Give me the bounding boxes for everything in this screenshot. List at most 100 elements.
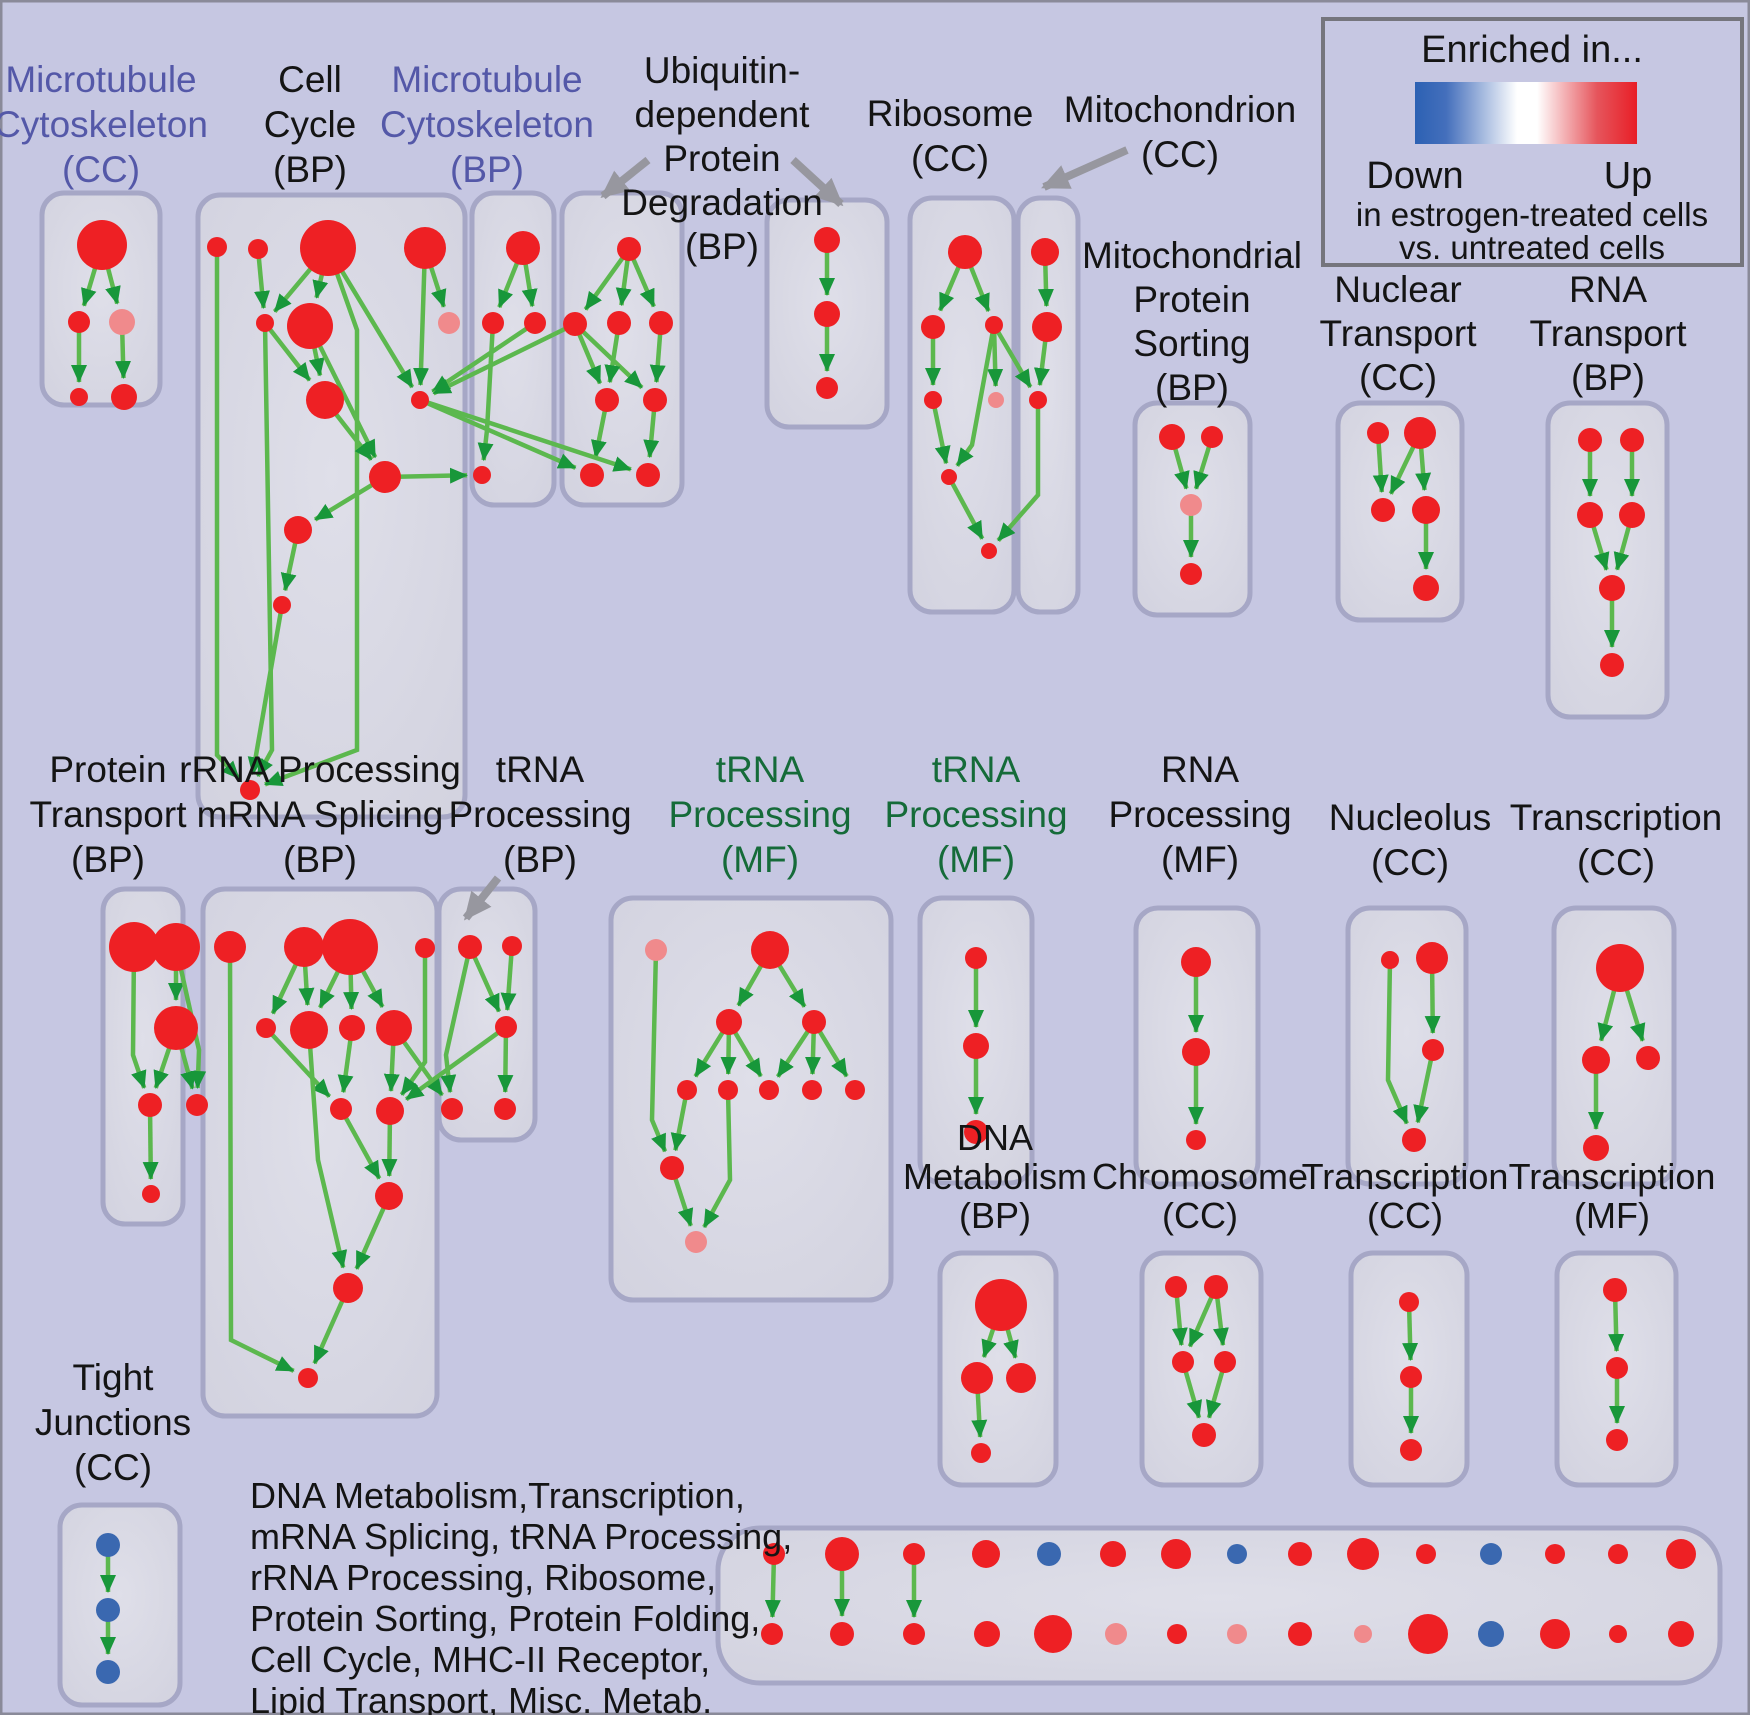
cluster-label: Transcription (CC)	[1510, 797, 1722, 883]
go-term-node-up	[111, 384, 137, 410]
go-term-node-up	[761, 1623, 783, 1645]
cluster-label: Nucleolus (CC)	[1329, 797, 1491, 883]
go-term-node-up	[1182, 1038, 1210, 1066]
go-term-node-up	[322, 919, 378, 975]
cluster-label: tRNA Processing (BP)	[448, 749, 631, 880]
edge	[930, 399, 951, 465]
go-term-node-up	[825, 1537, 859, 1571]
go-term-node-up	[1636, 1046, 1660, 1070]
go-term-node-up	[68, 311, 90, 333]
edge	[955, 324, 997, 467]
edge	[247, 604, 285, 776]
go-term-node-up	[1288, 1622, 1312, 1646]
grouped-terms-text-block: DNA Metabolism,Transcription, mRNA Splici…	[250, 1475, 792, 1715]
go-term-node-up	[981, 543, 997, 559]
go-term-node-up	[985, 316, 1003, 334]
go-term-node-up	[802, 1010, 826, 1034]
cluster-label: rRNA Processing mRNA Splicing (BP)	[179, 749, 461, 880]
cluster-label: Transcription (CC)	[1302, 1156, 1509, 1236]
go-term-node-up	[1606, 1429, 1628, 1451]
go-term-node-weak-up	[109, 309, 135, 335]
go-term-node-up	[415, 938, 435, 958]
go-term-node-up	[903, 1623, 925, 1645]
go-term-node-up	[1399, 1292, 1419, 1312]
go-term-node-up	[1577, 502, 1603, 528]
go-term-node-up	[1167, 1624, 1187, 1644]
go-term-node-down	[96, 1533, 120, 1557]
go-term-node-up	[975, 1279, 1027, 1331]
edge	[702, 1089, 733, 1229]
cluster-box-nuc-transport	[1335, 400, 1465, 623]
go-term-node-up	[1582, 1046, 1610, 1074]
legend-down-label: Down	[1366, 155, 1463, 197]
go-term-node-down	[1478, 1621, 1504, 1647]
edge	[992, 323, 1033, 389]
go-term-node-up	[1371, 498, 1395, 522]
go-term-node-up	[1620, 428, 1644, 452]
cluster-label: DNA Metabolism (BP)	[903, 1117, 1087, 1236]
go-term-node-up	[963, 1033, 989, 1059]
go-term-node-up	[1180, 563, 1202, 585]
edge	[996, 400, 1041, 542]
go-term-node-up	[607, 311, 631, 335]
go-term-node-up	[1603, 1278, 1627, 1302]
go-term-node-up	[1416, 1544, 1436, 1564]
go-term-node-up	[830, 1622, 854, 1646]
go-term-node-down	[96, 1660, 120, 1684]
cluster-label: Nuclear Transport (CC)	[1320, 269, 1478, 398]
go-term-node-up	[154, 1006, 198, 1050]
go-term-node-weak-up	[1180, 494, 1202, 516]
go-term-node-up	[1172, 1351, 1194, 1373]
go-term-node-up	[473, 466, 491, 484]
edge	[1413, 1049, 1436, 1124]
label-pointer-arrow	[1041, 146, 1129, 191]
go-term-node-up	[376, 1010, 412, 1046]
cluster-label: Cell Cycle (BP)	[264, 59, 357, 190]
cluster-box-mixed	[715, 1525, 1723, 1686]
go-term-node-up	[924, 391, 942, 409]
legend-up-label: Up	[1604, 155, 1653, 197]
go-term-node-up	[814, 301, 840, 327]
go-term-node-up	[1668, 1621, 1694, 1647]
cluster-label: Tight Junctions (CC)	[35, 1357, 191, 1488]
go-term-node-up	[718, 1080, 738, 1100]
go-term-node-up	[1583, 1135, 1609, 1161]
go-term-node-weak-up	[1105, 1623, 1127, 1645]
go-term-node-up	[971, 1443, 991, 1463]
go-term-node-up	[256, 1018, 276, 1038]
go-term-node-up	[207, 237, 227, 257]
go-term-node-up	[339, 1015, 365, 1041]
edge	[130, 946, 147, 1089]
cluster-box-transcription-cc-2	[1551, 905, 1677, 1187]
go-term-node-down	[96, 1598, 120, 1622]
go-term-node-up	[1412, 496, 1440, 524]
cluster-label: Ribosome (CC)	[867, 93, 1034, 179]
go-term-node-up	[814, 227, 840, 253]
go-term-node-up	[660, 1156, 684, 1180]
legend-subtitle-1: in estrogen-treated cells	[1356, 196, 1708, 233]
go-term-node-up	[1609, 1625, 1627, 1643]
go-term-node-up	[1100, 1541, 1126, 1567]
go-term-node-up	[941, 469, 957, 485]
go-term-node-up	[186, 1094, 208, 1116]
edge	[419, 397, 632, 472]
legend: Enriched in... Down Up in estrogen-treat…	[1321, 17, 1744, 267]
go-term-node-up	[1029, 391, 1047, 409]
go-term-node-up	[1006, 1363, 1036, 1393]
go-term-node-up	[643, 388, 667, 412]
go-term-node-up	[1400, 1366, 1422, 1388]
go-term-node-up	[152, 923, 200, 971]
go-term-node-up	[1186, 1130, 1206, 1150]
edge	[670, 1089, 690, 1152]
go-term-node-up	[580, 463, 604, 487]
go-term-node-up	[306, 381, 344, 419]
edge	[263, 321, 312, 382]
go-term-node-up	[1408, 1614, 1448, 1654]
go-term-node-up	[70, 388, 88, 406]
edge	[214, 247, 241, 780]
cluster-label: Protein Transport (BP)	[30, 749, 188, 880]
legend-title: Enriched in...	[1421, 29, 1643, 71]
edge	[432, 321, 576, 396]
go-term-node-up	[77, 220, 127, 270]
cluster-box-chromosome	[1139, 1250, 1264, 1488]
